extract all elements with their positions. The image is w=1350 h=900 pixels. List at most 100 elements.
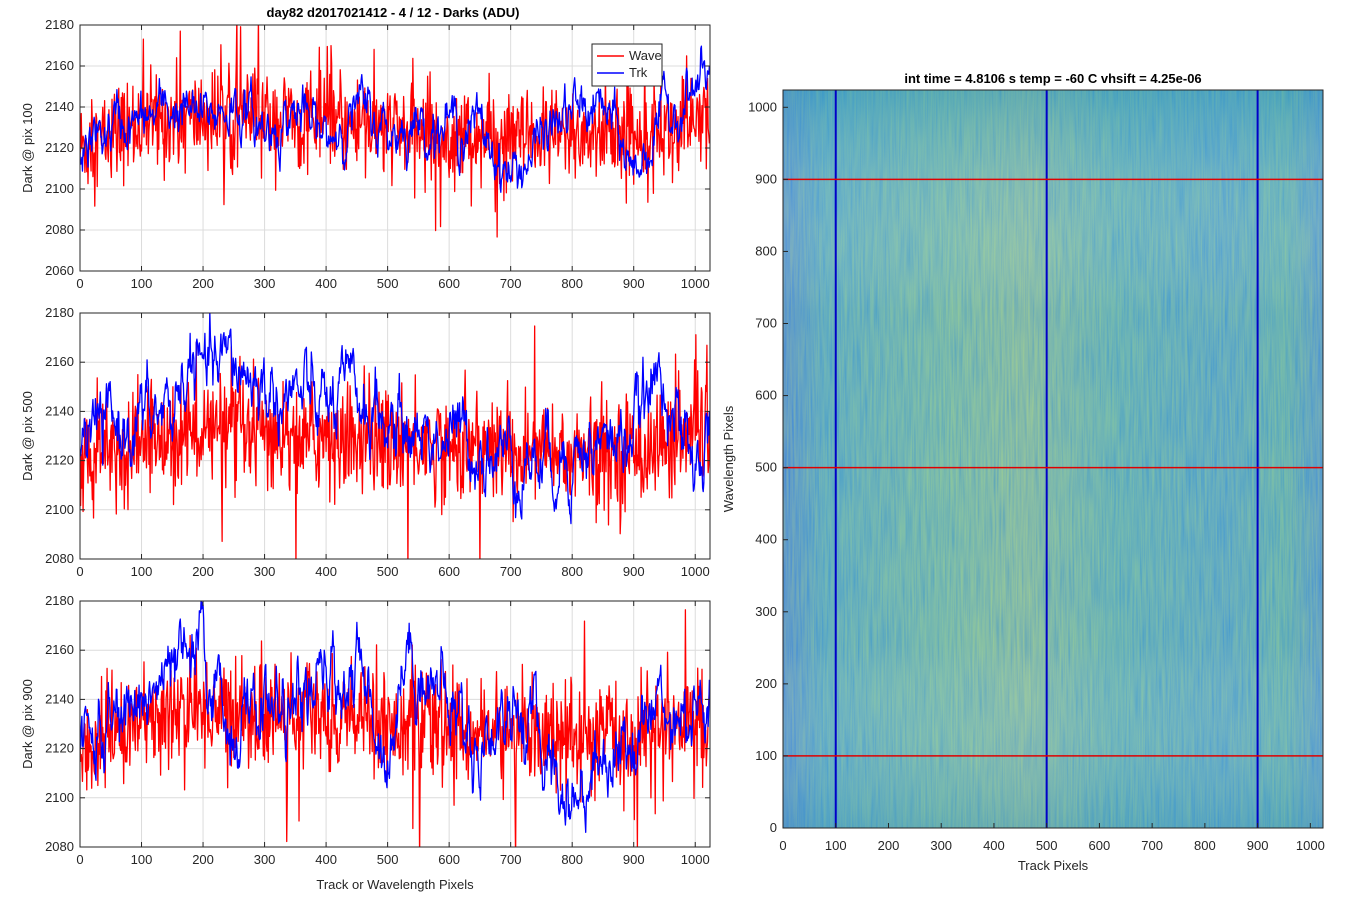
heatmap-x-axis-label: Track Pixels xyxy=(1018,858,1089,873)
y-tick-label: 2060 xyxy=(45,263,74,278)
heatmap-y-tick-label: 700 xyxy=(755,316,777,331)
heatmap-title: int time = 4.8106 s temp = -60 C vhsift … xyxy=(904,71,1201,86)
series-group xyxy=(80,25,710,238)
x-tick-label: 200 xyxy=(192,564,214,579)
y-tick-label: 2140 xyxy=(45,691,74,706)
figure-title: day82 d2017021412 - 4 / 12 - Darks (ADU) xyxy=(267,5,520,20)
heatmap-y-axis-label: Wavelength Pixels xyxy=(721,405,736,512)
x-tick-label: 400 xyxy=(315,852,337,867)
x-tick-label: 700 xyxy=(500,852,522,867)
y-tick-label: 2100 xyxy=(45,502,74,517)
heatmap-axes-box xyxy=(782,89,1324,829)
x-tick-label: 100 xyxy=(131,276,153,291)
x-tick-label: 0 xyxy=(76,276,83,291)
x-tick-label: 100 xyxy=(131,564,153,579)
y-tick-label: 2140 xyxy=(45,403,74,418)
x-tick-label: 300 xyxy=(254,564,276,579)
y-axis-label: Dark @ pix 100 xyxy=(20,103,35,193)
y-tick-label: 2080 xyxy=(45,222,74,237)
y-tick-label: 2080 xyxy=(45,839,74,854)
x-tick-label: 300 xyxy=(254,852,276,867)
x-tick-label: 0 xyxy=(76,852,83,867)
y-tick-label: 2160 xyxy=(45,58,74,73)
y-tick-label: 2180 xyxy=(45,593,74,608)
line-panel-1: 0 100 200 300 400 500 600 700 800 900 1000 2060 2080… xyxy=(20,17,711,291)
heatmap-y-tick-label: 500 xyxy=(755,460,777,475)
y-tick-label: 2160 xyxy=(45,354,74,369)
heatmap-y-tick-label: 600 xyxy=(755,388,777,403)
x-tick-label: 1000 xyxy=(681,852,710,867)
series-line-trk xyxy=(80,45,710,193)
y-tick-label: 2100 xyxy=(45,181,74,196)
y-tick-label: 2120 xyxy=(45,741,74,756)
heatmap-x-tick-label: 100 xyxy=(825,838,847,853)
x-tick-label: 900 xyxy=(623,852,645,867)
heatmap-x-tick-label: 200 xyxy=(878,838,900,853)
x-tick-label: 900 xyxy=(623,564,645,579)
x-tick-label: 900 xyxy=(623,276,645,291)
y-tick-label: 2120 xyxy=(45,453,74,468)
y-tick-label: 2080 xyxy=(45,551,74,566)
series-line-trk xyxy=(80,601,710,833)
heatmap-y-tick-label: 1000 xyxy=(748,99,777,114)
x-tick-label: 700 xyxy=(500,276,522,291)
heatmap-y-tick-label: 0 xyxy=(770,820,777,835)
heatmap-x-tick-label: 600 xyxy=(1089,838,1111,853)
legend-box xyxy=(591,43,663,87)
x-tick-label: 600 xyxy=(438,564,460,579)
series-line-trk xyxy=(80,313,710,525)
x-tick-label: 800 xyxy=(561,852,583,867)
heatmap-x-tick-label: 400 xyxy=(983,838,1005,853)
heatmap-y-tick-label: 100 xyxy=(755,748,777,763)
heatmap-x-tick-label: 500 xyxy=(1036,838,1058,853)
heatmap-y-tick-label: 800 xyxy=(755,243,777,258)
heatmap-y-tick-label: 200 xyxy=(755,676,777,691)
legend-label-wave: Wave xyxy=(629,48,662,63)
x-tick-label: 0 xyxy=(76,564,83,579)
series-group xyxy=(80,313,710,559)
x-tick-label: 700 xyxy=(500,564,522,579)
heatmap-y-tick-label: 400 xyxy=(755,532,777,547)
x-tick-label: 400 xyxy=(315,564,337,579)
legend-label-trk: Trk xyxy=(629,65,648,80)
x-tick-label: 800 xyxy=(561,276,583,291)
x-tick-label: 400 xyxy=(315,276,337,291)
x-tick-label: 600 xyxy=(438,852,460,867)
y-tick-label: 2180 xyxy=(45,17,74,32)
x-tick-label: 600 xyxy=(438,276,460,291)
y-tick-label: 2180 xyxy=(45,305,74,320)
heatmap-panel: int time = 4.8106 s temp = -60 C vhsift … xyxy=(721,71,1325,873)
x-tick-label: 200 xyxy=(192,852,214,867)
x-tick-label: 1000 xyxy=(681,276,710,291)
line-panel-2: 0 100 200 300 400 500 600 700 800 900 1000 2080 2100… xyxy=(20,305,711,579)
heatmap-shading xyxy=(783,90,1323,828)
x-tick-label: 300 xyxy=(254,276,276,291)
line-panels: 0 100 200 300 400 500 600 700 800 900 100020602080… xyxy=(20,17,711,892)
line-panel-3: 0 100 200 300 400 500 600 700 800 900 1000 2080 2100… xyxy=(20,593,711,892)
heatmap-x-tick-label: 300 xyxy=(930,838,952,853)
x-tick-label: 500 xyxy=(377,852,399,867)
heatmap-y-tick-label: 900 xyxy=(755,171,777,186)
y-tick-label: 2100 xyxy=(45,790,74,805)
x-tick-label: 500 xyxy=(377,564,399,579)
y-tick-label: 2160 xyxy=(45,642,74,657)
x-tick-label: 100 xyxy=(131,852,153,867)
y-axis-label: Dark @ pix 500 xyxy=(20,391,35,481)
axes-box xyxy=(79,312,711,560)
x-axis-label: Track or Wavelength Pixels xyxy=(316,877,474,892)
x-tick-label: 200 xyxy=(192,276,214,291)
y-tick-label: 2140 xyxy=(45,99,74,114)
series-line-wave xyxy=(80,25,710,238)
x-tick-label: 1000 xyxy=(681,564,710,579)
x-tick-label: 500 xyxy=(377,276,399,291)
x-tick-label: 800 xyxy=(561,564,583,579)
heatmap-x-tick-label: 800 xyxy=(1194,838,1216,853)
legend: Wave Trk xyxy=(591,43,663,87)
y-tick-label: 2120 xyxy=(45,140,74,155)
heatmap-x-tick-label: 0 xyxy=(779,838,786,853)
heatmap-y-tick-label: 300 xyxy=(755,604,777,619)
heatmap-x-tick-label: 1000 xyxy=(1296,838,1325,853)
series-group xyxy=(80,601,710,847)
y-axis-label: Dark @ pix 900 xyxy=(20,679,35,769)
